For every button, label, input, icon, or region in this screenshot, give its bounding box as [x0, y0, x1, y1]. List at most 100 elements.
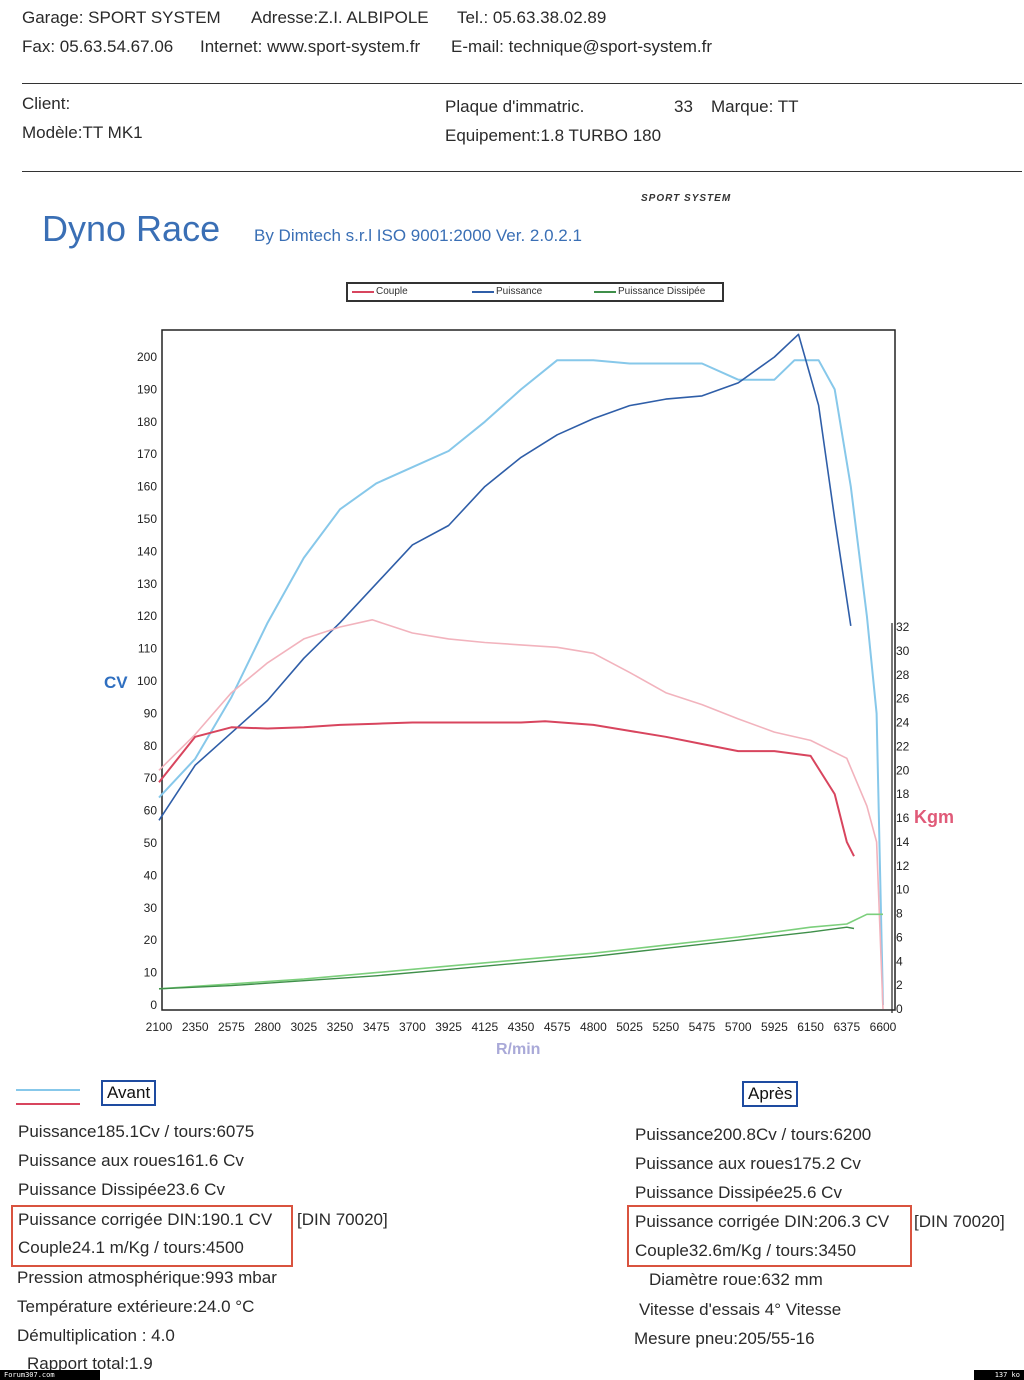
y-left-tick-label: 130: [137, 577, 157, 591]
x-tick-label: 5925: [761, 1020, 788, 1034]
chart-legend: Couple Puissance Puissance Dissipée: [346, 282, 724, 302]
y-right-tick-label: 8: [896, 907, 903, 921]
y-right-tick-label: 6: [896, 930, 903, 944]
x-tick-label: 2100: [146, 1020, 173, 1034]
y-left-tick-label: 180: [137, 415, 157, 429]
y-right-axis-label: Kgm: [914, 807, 954, 827]
x-tick-label: 3700: [399, 1020, 426, 1034]
series-line-1: [158, 333, 852, 821]
avant-legend-lines: [16, 1089, 80, 1105]
avant-highlight-box: [11, 1205, 293, 1267]
x-tick-label: 5700: [725, 1020, 752, 1034]
avant-temperature: Température extérieure:24.0 °C: [17, 1297, 255, 1316]
x-tick-label: 2350: [182, 1020, 209, 1034]
y-left-tick-label: 0: [150, 998, 157, 1012]
y-right-tick-label: 2: [896, 978, 903, 992]
avant-couple: Couple24.1 m/Kg / tours:4500: [18, 1238, 244, 1257]
avant-label: Avant: [101, 1080, 157, 1106]
garage-website: Internet: www.sport-system.fr: [200, 37, 421, 56]
avant-demultiplication: Démultiplication : 4.0: [17, 1326, 175, 1345]
footer-size-label: 137 ko: [974, 1370, 1024, 1380]
x-tick-label: 4350: [508, 1020, 535, 1034]
avant-din: [DIN 70020]: [297, 1210, 388, 1229]
avant-pression: Pression atmosphérique:993 mbar: [17, 1268, 277, 1287]
avant-puissance-dissipee: Puissance Dissipée23.6 Cv: [18, 1180, 225, 1199]
legend-label-puissance: Puissance: [496, 286, 543, 297]
plate-label: Plaque d'immatric.: [445, 97, 585, 116]
y-left-tick-label: 190: [137, 382, 157, 396]
apres-highlight-box: [627, 1205, 912, 1267]
y-left-tick-label: 60: [144, 804, 158, 818]
y-left-tick-label: 200: [137, 350, 157, 364]
series-line-5: [158, 926, 855, 990]
y-left-tick-label: 30: [144, 901, 158, 915]
garage-phone: Tel.: 05.63.38.02.89: [457, 8, 607, 27]
footer-forum-label: Forum307.com: [0, 1370, 100, 1380]
garage-address: Adresse:Z.I. ALBIPOLE: [251, 8, 429, 27]
vehicle-divider: [22, 171, 1022, 172]
legend-label-couple: Couple: [376, 286, 408, 297]
y-left-tick-label: 90: [144, 706, 158, 720]
garage-name: Garage: SPORT SYSTEM: [22, 8, 221, 27]
y-left-axis-label: CV: [104, 673, 128, 692]
apres-puissance: Puissance200.8Cv / tours:6200: [635, 1125, 872, 1144]
x-tick-label: 3025: [290, 1020, 317, 1034]
x-tick-label: 4125: [471, 1020, 498, 1034]
y-right-tick-label: 26: [896, 692, 910, 706]
garage-email: E-mail: technique@sport-system.fr: [451, 37, 713, 56]
page-subtitle: By Dimtech s.r.l ISO 9001:2000 Ver. 2.0.…: [254, 226, 582, 245]
apres-puissance-corrigee: Puissance corrigée DIN:206.3 CV: [635, 1212, 890, 1231]
series-line-0: [158, 359, 884, 1006]
dyno-chart: 2100 2350 2575 2800 3025 3250 3475 3700 3925 4125…: [104, 329, 954, 1058]
x-tick-label: 3475: [363, 1020, 390, 1034]
garage-fax: Fax: 05.63.54.67.06: [22, 37, 174, 56]
y-right-tick-label: 20: [896, 763, 910, 777]
x-tick-label: 5475: [689, 1020, 716, 1034]
y-left-tick-label: 160: [137, 480, 157, 494]
y-left-tick-label: 170: [137, 447, 157, 461]
avant-puissance-roues: Puissance aux roues161.6 Cv: [18, 1151, 244, 1170]
apres-couple: Couple32.6m/Kg / tours:3450: [635, 1241, 857, 1260]
avant-rapport: Rapport total:1.9: [27, 1354, 153, 1373]
x-tick-label: 3925: [435, 1020, 462, 1034]
series-line-3: [158, 720, 855, 857]
plate-value: 33: [674, 97, 693, 116]
tick-layer: 2100 2350 2575 2800 3025 3250 3475 3700 3925 4125…: [137, 350, 910, 1034]
brand-label: Marque: TT: [711, 97, 799, 116]
x-tick-label: 5250: [652, 1020, 679, 1034]
y-right-tick-label: 18: [896, 787, 910, 801]
avant-puissance: Puissance185.1Cv / tours:6075: [18, 1122, 255, 1141]
y-right-tick-label: 16: [896, 811, 910, 825]
legend-label-dissipee: Puissance Dissipée: [618, 286, 706, 297]
y-right-tick-label: 14: [896, 835, 910, 849]
x-tick-label: 6375: [833, 1020, 860, 1034]
plot-frame: [161, 329, 896, 1011]
apres-pneu: Mesure pneu:205/55-16: [634, 1329, 815, 1348]
y-left-tick-label: 40: [144, 868, 158, 882]
x-tick-label: 4800: [580, 1020, 607, 1034]
x-tick-label: 2800: [254, 1020, 281, 1034]
sport-system-logo: SPORT SYSTEM: [641, 193, 732, 204]
series-line-4: [158, 913, 883, 990]
y-right-tick-label: 32: [896, 620, 910, 634]
header-divider: [22, 83, 1022, 84]
avant-puissance-corrigee: Puissance corrigée DIN:190.1 CV: [18, 1210, 273, 1229]
series-line-2: [158, 619, 884, 1010]
x-tick-label: 6600: [870, 1020, 897, 1034]
x-tick-label: 3250: [327, 1020, 354, 1034]
y-left-tick-label: 140: [137, 544, 157, 558]
client-label: Client:: [22, 94, 71, 113]
equipment-label: Equipement:1.8 TURBO 180: [445, 126, 662, 145]
y-right-tick-label: 30: [896, 644, 910, 658]
series-layer: [158, 333, 884, 1010]
y-left-tick-label: 10: [144, 966, 158, 980]
apres-puissance-dissipee: Puissance Dissipée25.6 Cv: [635, 1183, 842, 1202]
y-left-tick-label: 50: [144, 836, 158, 850]
x-tick-label: 5025: [616, 1020, 643, 1034]
y-right-tick-label: 22: [896, 739, 910, 753]
y-right-tick-label: 12: [896, 859, 910, 873]
y-left-tick-label: 100: [137, 674, 157, 688]
y-left-tick-label: 20: [144, 933, 158, 947]
y-left-tick-label: 120: [137, 609, 157, 623]
y-right-tick-label: 24: [896, 716, 910, 730]
